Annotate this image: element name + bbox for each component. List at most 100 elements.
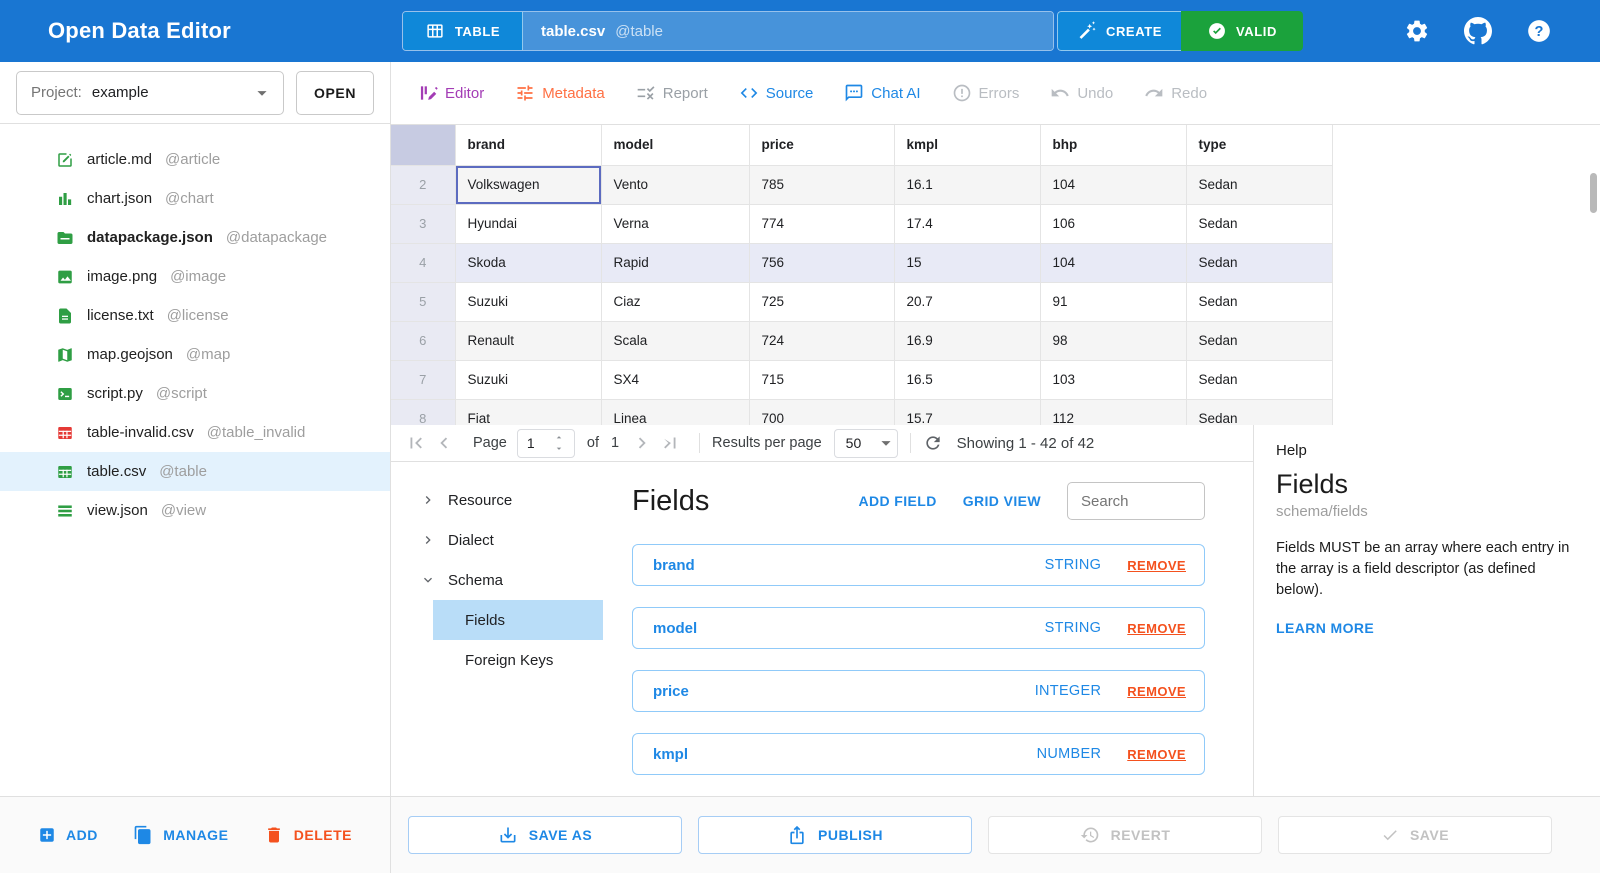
cell-bhp-2[interactable]: 104: [1040, 165, 1187, 205]
remove-field-button[interactable]: REMOVE: [1127, 620, 1186, 636]
field-card-model[interactable]: model STRING REMOVE: [632, 607, 1205, 649]
next-page-button[interactable]: [631, 432, 653, 454]
file-item-chart-json[interactable]: chart.json @chart: [0, 179, 390, 218]
tab-undo[interactable]: Undo: [1050, 83, 1113, 103]
cell-price-6[interactable]: 724: [749, 321, 895, 361]
project-select[interactable]: Project: example: [16, 70, 284, 115]
add-file-button[interactable]: ADD: [38, 826, 98, 844]
file-item-license-txt[interactable]: license.txt @license: [0, 296, 390, 335]
save-as-button[interactable]: SAVE AS: [408, 816, 682, 854]
cell-kmpl-7[interactable]: 16.5: [894, 360, 1041, 400]
open-project-button[interactable]: OPEN: [296, 70, 374, 115]
cell-price-7[interactable]: 715: [749, 360, 895, 400]
cell-model-4[interactable]: Rapid: [601, 243, 750, 283]
cell-brand-5[interactable]: Suzuki: [455, 282, 602, 322]
grid-view-button[interactable]: GRID VIEW: [962, 493, 1041, 509]
tree-item-fields[interactable]: Fields: [433, 600, 603, 640]
results-per-page-select[interactable]: 50: [833, 428, 898, 458]
settings-icon[interactable]: [1404, 18, 1430, 44]
table-type-button[interactable]: TABLE: [403, 12, 523, 50]
remove-field-button[interactable]: REMOVE: [1127, 683, 1186, 699]
github-icon[interactable]: [1464, 17, 1492, 45]
cell-model-8[interactable]: Linea: [601, 399, 750, 425]
cell-kmpl-6[interactable]: 16.9: [894, 321, 1041, 361]
tab-editor[interactable]: Editor: [418, 83, 484, 103]
tab-redo[interactable]: Redo: [1144, 83, 1207, 103]
tree-item-dialect[interactable]: Dialect: [391, 520, 619, 560]
last-page-button[interactable]: [659, 432, 681, 454]
file-item-script-py[interactable]: script.py @script: [0, 374, 390, 413]
column-header-price[interactable]: price: [749, 125, 895, 166]
revert-button[interactable]: REVERT: [988, 816, 1262, 854]
vertical-scrollbar-thumb[interactable]: [1590, 173, 1597, 213]
cell-model-7[interactable]: SX4: [601, 360, 750, 400]
column-header-type[interactable]: type: [1186, 125, 1333, 166]
cell-bhp-3[interactable]: 106: [1040, 204, 1187, 244]
cell-price-5[interactable]: 725: [749, 282, 895, 322]
cell-type-7[interactable]: Sedan: [1186, 360, 1333, 400]
column-header-brand[interactable]: brand: [455, 125, 602, 166]
spinner-up-icon[interactable]: [552, 432, 566, 443]
cell-brand-2[interactable]: Volkswagen: [455, 165, 602, 205]
cell-model-5[interactable]: Ciaz: [601, 282, 750, 322]
file-item-article-md[interactable]: article.md @article: [0, 140, 390, 179]
file-item-view-json[interactable]: view.json @view: [0, 491, 390, 530]
file-item-map-geojson[interactable]: map.geojson @map: [0, 335, 390, 374]
file-path-field[interactable]: table.csv @table: [523, 12, 1053, 50]
cell-bhp-5[interactable]: 91: [1040, 282, 1187, 322]
delete-file-button[interactable]: DELETE: [264, 825, 352, 845]
cell-brand-4[interactable]: Skoda: [455, 243, 602, 283]
tree-item-resource[interactable]: Resource: [391, 480, 619, 520]
cell-type-3[interactable]: Sedan: [1186, 204, 1333, 244]
file-item-image-png[interactable]: image.png @image: [0, 257, 390, 296]
spinner-down-icon[interactable]: [552, 443, 566, 454]
cell-bhp-4[interactable]: 104: [1040, 243, 1187, 283]
create-button[interactable]: CREATE: [1057, 11, 1181, 51]
prev-page-button[interactable]: [433, 432, 455, 454]
fields-search-input[interactable]: [1067, 482, 1205, 520]
column-header-kmpl[interactable]: kmpl: [894, 125, 1041, 166]
cell-type-4[interactable]: Sedan: [1186, 243, 1333, 283]
cell-type-6[interactable]: Sedan: [1186, 321, 1333, 361]
refresh-button[interactable]: [923, 433, 943, 453]
column-header-bhp[interactable]: bhp: [1040, 125, 1187, 166]
tree-item-foreign-keys[interactable]: Foreign Keys: [433, 640, 603, 680]
add-field-button[interactable]: ADD FIELD: [858, 493, 937, 509]
cell-price-8[interactable]: 700: [749, 399, 895, 425]
cell-bhp-6[interactable]: 98: [1040, 321, 1187, 361]
cell-brand-3[interactable]: Hyundai: [455, 204, 602, 244]
field-card-kmpl[interactable]: kmpl NUMBER REMOVE: [632, 733, 1205, 775]
cell-brand-7[interactable]: Suzuki: [455, 360, 602, 400]
cell-price-2[interactable]: 785: [749, 165, 895, 205]
cell-kmpl-4[interactable]: 15: [894, 243, 1041, 283]
cell-type-8[interactable]: Sedan: [1186, 399, 1333, 425]
tab-source[interactable]: Source: [739, 83, 813, 103]
cell-kmpl-3[interactable]: 17.4: [894, 204, 1041, 244]
tab-errors[interactable]: Errors: [952, 83, 1019, 103]
field-card-price[interactable]: price INTEGER REMOVE: [632, 670, 1205, 712]
remove-field-button[interactable]: REMOVE: [1127, 557, 1186, 573]
file-item-table-invalid-csv[interactable]: table-invalid.csv @table_invalid: [0, 413, 390, 452]
file-item-table-csv[interactable]: table.csv @table: [0, 452, 390, 491]
cell-kmpl-2[interactable]: 16.1: [894, 165, 1041, 205]
help-icon[interactable]: ?: [1526, 18, 1552, 44]
cell-price-4[interactable]: 756: [749, 243, 895, 283]
cell-kmpl-8[interactable]: 15.7: [894, 399, 1041, 425]
cell-model-3[interactable]: Verna: [601, 204, 750, 244]
cell-brand-6[interactable]: Renault: [455, 321, 602, 361]
cell-type-2[interactable]: Sedan: [1186, 165, 1333, 205]
column-header-model[interactable]: model: [601, 125, 750, 166]
tab-report[interactable]: Report: [636, 83, 708, 103]
tree-item-schema[interactable]: Schema: [391, 560, 619, 600]
save-button[interactable]: SAVE: [1278, 816, 1552, 854]
cell-bhp-8[interactable]: 112: [1040, 399, 1187, 425]
valid-button[interactable]: VALID: [1181, 11, 1303, 51]
cell-type-5[interactable]: Sedan: [1186, 282, 1333, 322]
cell-model-6[interactable]: Scala: [601, 321, 750, 361]
learn-more-link[interactable]: LEARN MORE: [1276, 620, 1375, 637]
manage-files-button[interactable]: MANAGE: [133, 825, 228, 845]
tab-metadata[interactable]: Metadata: [515, 83, 605, 103]
cell-kmpl-5[interactable]: 20.7: [894, 282, 1041, 322]
first-page-button[interactable]: [405, 432, 427, 454]
cell-price-3[interactable]: 774: [749, 204, 895, 244]
